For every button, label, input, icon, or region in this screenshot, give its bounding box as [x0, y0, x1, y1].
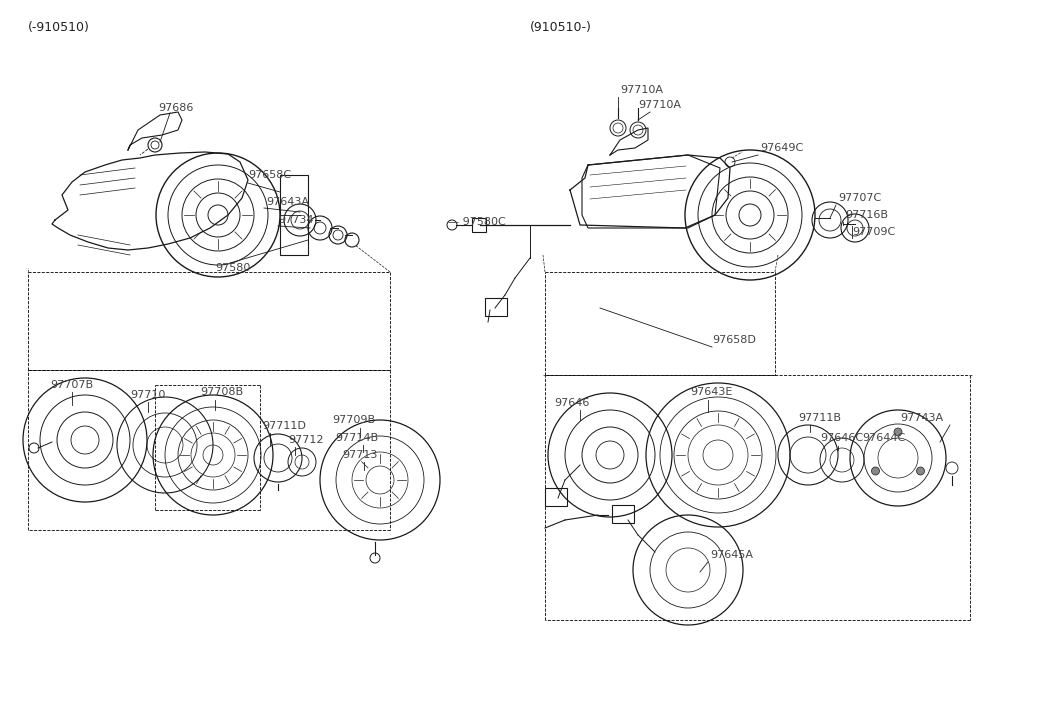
- Text: (-910510): (-910510): [28, 22, 90, 34]
- Text: 97707B: 97707B: [50, 380, 94, 390]
- Bar: [545, 488, 567, 506]
- Circle shape: [916, 467, 925, 475]
- Circle shape: [894, 428, 902, 436]
- Text: — 97580C: — 97580C: [448, 217, 506, 227]
- Text: 97709C: 97709C: [853, 227, 895, 237]
- Text: 97711B: 97711B: [798, 413, 841, 423]
- Text: 97646: 97646: [554, 398, 589, 408]
- Text: 97646C: 97646C: [820, 433, 863, 443]
- Text: 97658D: 97658D: [712, 335, 756, 345]
- Text: 97712: 97712: [288, 435, 323, 445]
- Circle shape: [872, 467, 879, 475]
- Text: 97711D: 97711D: [261, 421, 306, 431]
- Text: 97649C: 97649C: [760, 143, 804, 153]
- Text: 97580: 97580: [215, 263, 251, 273]
- Text: 97714B: 97714B: [335, 433, 378, 443]
- Text: (910510-): (910510-): [530, 22, 592, 34]
- Text: 97643E: 97643E: [690, 387, 732, 397]
- Text: 97658C: 97658C: [248, 170, 291, 180]
- Text: 97713: 97713: [342, 450, 377, 460]
- Bar: [472, 218, 486, 232]
- Text: 97710A: 97710A: [638, 100, 681, 110]
- Bar: [485, 298, 507, 316]
- Text: 97686: 97686: [158, 103, 193, 113]
- Bar: [612, 505, 634, 523]
- Text: 97710: 97710: [130, 390, 166, 400]
- Text: 97710A: 97710A: [620, 85, 663, 95]
- Bar: [280, 175, 308, 255]
- Text: 97643A: 97643A: [266, 197, 309, 207]
- Text: 97708B: 97708B: [200, 387, 243, 397]
- Text: 97734: 97734: [279, 215, 314, 225]
- Text: 97716B: 97716B: [845, 210, 888, 220]
- Text: 97707C: 97707C: [838, 193, 881, 203]
- Text: 97644C: 97644C: [862, 433, 906, 443]
- Text: 97709B: 97709B: [332, 415, 375, 425]
- Text: 97743A: 97743A: [900, 413, 943, 423]
- Text: 97645A: 97645A: [710, 550, 753, 560]
